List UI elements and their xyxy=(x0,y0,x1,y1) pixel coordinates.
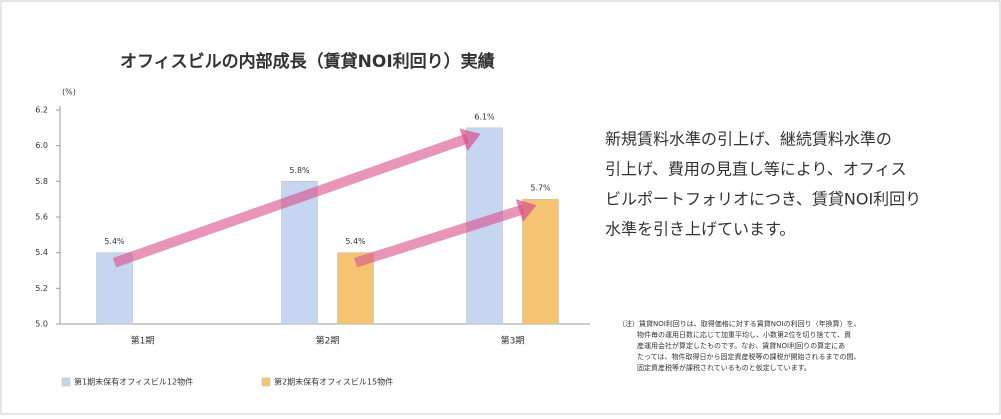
arrow-shaft xyxy=(353,204,525,268)
legend-swatch xyxy=(61,377,71,387)
y-tick-label: 6.2 xyxy=(35,106,48,115)
y-tick-label: 5.8 xyxy=(35,177,48,186)
y-tick-label: 5.0 xyxy=(35,320,48,329)
x-tick-label: 第2期 xyxy=(316,335,340,347)
legend-label: 第2期末保有オフィスビル15物件 xyxy=(274,377,393,387)
value-label: 5.8% xyxy=(289,166,310,175)
y-tick-label: 5.6 xyxy=(35,213,48,222)
value-label: 6.1% xyxy=(474,112,495,121)
description-line: 引上げ、費用の見直し等により、オフィス xyxy=(605,160,907,179)
arrow-head xyxy=(459,128,481,152)
value-label: 5.4% xyxy=(345,237,366,246)
note-line: 産運用会社が算定したものです。なお、賃貸NOI利回りの算定にあ xyxy=(637,341,845,350)
note-line: たっては、物件取得日から固定資産税等の課税が開始されるまでの間、 xyxy=(637,352,861,361)
bar xyxy=(522,198,559,325)
description-line: ビルポートフォリオにつき、賃貸NOI利回り xyxy=(605,190,921,209)
arrow-head xyxy=(515,199,537,223)
y-axis-label: (%) xyxy=(62,88,76,97)
legend-swatch xyxy=(261,377,271,387)
value-label: 5.4% xyxy=(104,237,125,246)
legend-label: 第1期末保有オフィスビル12物件 xyxy=(74,377,193,387)
note-line: 固定資産税等が課税されているものと仮定しています。 xyxy=(637,363,811,372)
x-tick-label: 第3期 xyxy=(501,335,525,347)
bar xyxy=(96,252,133,325)
note-line: 物件毎の運用日数に応じて加重平均し、小数第2位を切り捨てて、資 xyxy=(637,330,851,339)
bar xyxy=(337,252,374,325)
x-tick-label: 第1期 xyxy=(131,335,155,347)
description-line: 新規賃料水準の引上げ、継続賃料水準の xyxy=(605,130,892,149)
y-tick-label: 5.2 xyxy=(35,284,48,293)
note-line: （注）賃貸NOI利回りは、取得価格に対する賃貸NOIの利回り（年換算）を、 xyxy=(618,319,861,328)
chart-title: オフィスビルの内部成長（賃貸NOI利回り）実績 xyxy=(120,51,495,72)
y-tick-label: 5.4 xyxy=(35,248,48,257)
arrow-shaft xyxy=(112,133,469,268)
value-label: 5.7% xyxy=(530,184,551,193)
y-tick-label: 6.0 xyxy=(35,141,48,150)
description-line: 水準を引き上げています。 xyxy=(605,220,795,239)
